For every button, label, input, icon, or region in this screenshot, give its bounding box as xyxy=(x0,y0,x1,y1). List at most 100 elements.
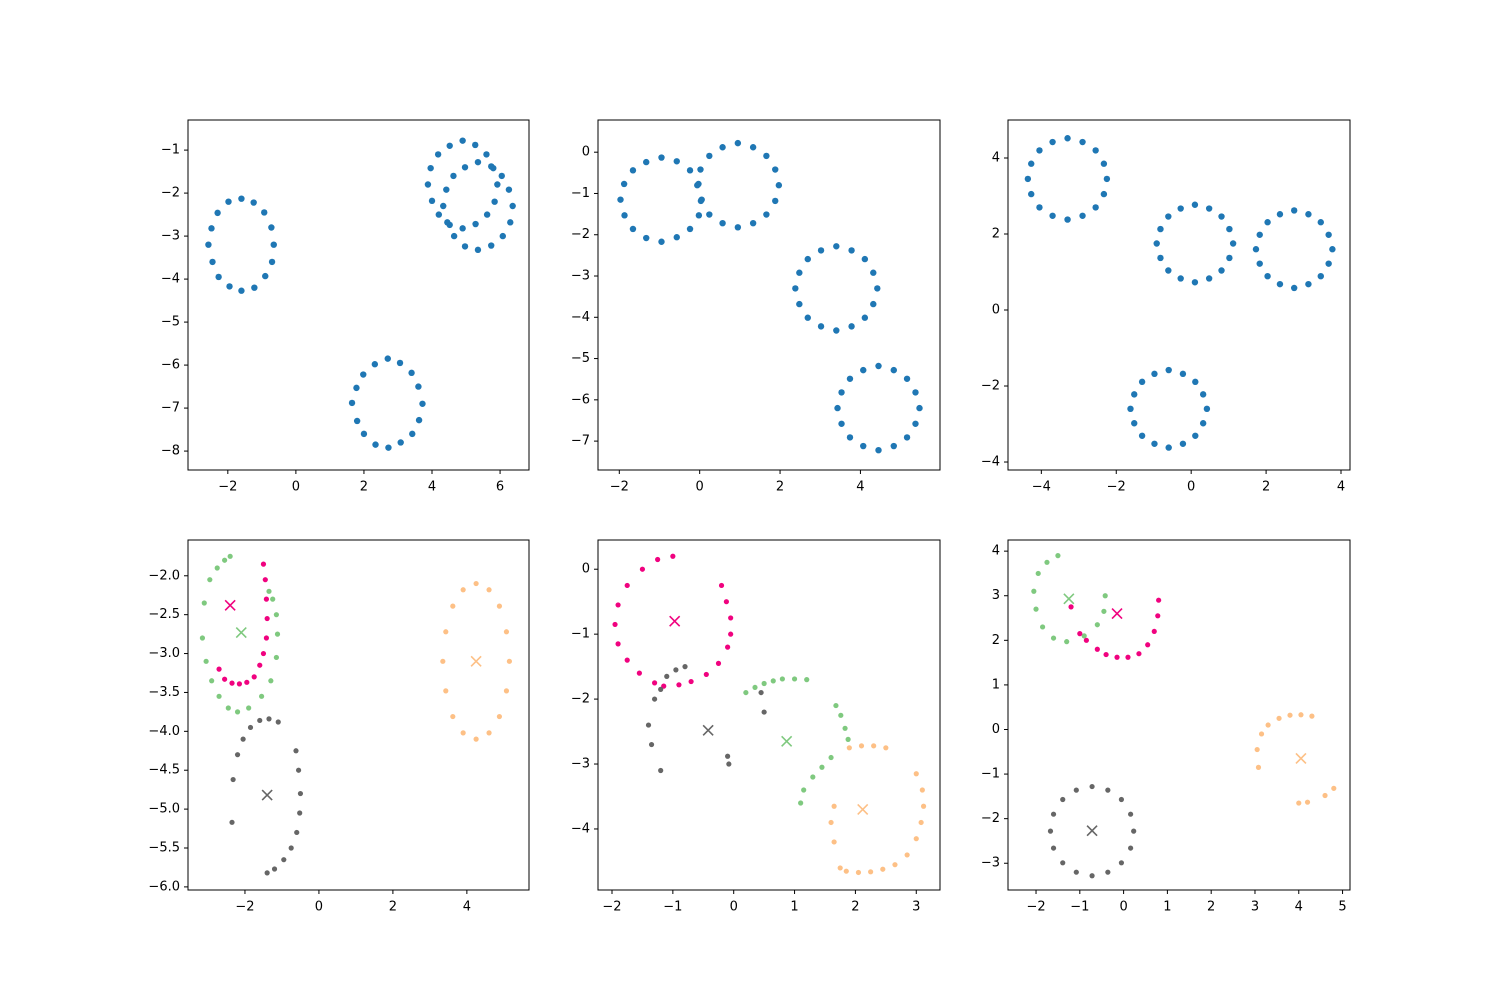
point xyxy=(658,238,665,245)
point xyxy=(274,631,281,637)
point xyxy=(1153,240,1160,247)
point xyxy=(1290,207,1298,214)
point xyxy=(473,736,479,742)
centroid-marker xyxy=(261,789,273,801)
point xyxy=(734,139,742,147)
point xyxy=(643,234,650,242)
point xyxy=(473,580,479,587)
point xyxy=(244,679,250,685)
point xyxy=(1305,280,1312,288)
point xyxy=(871,743,877,749)
point xyxy=(1218,213,1225,220)
point xyxy=(271,866,278,872)
point xyxy=(266,588,272,594)
y-tick-label: 4 xyxy=(992,544,1000,559)
point xyxy=(371,361,379,368)
point xyxy=(461,243,469,250)
point xyxy=(918,819,924,826)
point xyxy=(427,164,434,172)
point xyxy=(1151,440,1158,447)
point xyxy=(258,693,265,699)
x-tick-label: 2 xyxy=(360,480,368,495)
y-tick-label: −5 xyxy=(571,351,590,366)
y-tick-label: −7 xyxy=(571,434,590,449)
point xyxy=(409,430,416,438)
point xyxy=(838,712,844,718)
point xyxy=(1138,432,1146,439)
point xyxy=(263,635,270,641)
point xyxy=(1035,570,1041,577)
x-tick-label: 3 xyxy=(912,900,920,915)
point xyxy=(435,211,443,218)
point xyxy=(505,186,513,193)
point xyxy=(201,600,207,606)
point xyxy=(1199,420,1207,427)
x-tick-label: 4 xyxy=(463,900,471,915)
x-tick-label: 1 xyxy=(1163,900,1171,915)
point xyxy=(913,771,919,777)
point xyxy=(868,869,874,875)
y-tick-label: −3 xyxy=(981,856,1000,871)
y-tick-label: −2.0 xyxy=(148,568,180,583)
point xyxy=(1094,646,1100,652)
point xyxy=(1092,204,1099,211)
point xyxy=(1138,378,1146,386)
axes-frame xyxy=(597,119,941,471)
point xyxy=(645,722,652,728)
y-tick-label: −4 xyxy=(571,821,590,836)
point xyxy=(1322,792,1328,799)
point xyxy=(1136,651,1142,657)
point xyxy=(257,662,263,668)
point xyxy=(1050,635,1057,641)
point xyxy=(695,212,703,219)
point xyxy=(1226,254,1233,262)
point xyxy=(828,819,834,826)
point xyxy=(838,389,845,396)
point xyxy=(474,246,482,254)
point xyxy=(846,745,852,751)
point xyxy=(846,434,854,441)
point xyxy=(209,258,216,266)
y-tick-label: −3.0 xyxy=(148,646,180,661)
point xyxy=(268,678,274,684)
point xyxy=(837,865,843,871)
point xyxy=(483,151,490,158)
point xyxy=(1060,796,1066,803)
point xyxy=(1229,240,1237,247)
point xyxy=(1118,796,1125,803)
point xyxy=(743,689,749,696)
point xyxy=(1192,378,1199,386)
point xyxy=(1060,860,1066,866)
x-tick-label: 4 xyxy=(1337,480,1345,495)
point xyxy=(1089,783,1095,790)
point xyxy=(792,285,799,292)
x-tick-label: 0 xyxy=(292,480,300,495)
point xyxy=(912,420,919,427)
point xyxy=(858,743,865,749)
point xyxy=(1252,246,1260,253)
y-tick-label: −3.5 xyxy=(148,685,180,700)
point xyxy=(226,283,233,290)
point xyxy=(658,686,664,692)
point xyxy=(419,400,426,407)
point xyxy=(1105,787,1111,793)
point xyxy=(723,599,730,605)
point xyxy=(483,211,491,218)
point xyxy=(661,683,667,689)
point xyxy=(260,561,267,567)
point xyxy=(834,404,841,412)
point xyxy=(651,680,658,686)
point xyxy=(216,666,222,672)
point xyxy=(486,730,492,736)
x-tick-label: 0 xyxy=(1187,480,1195,495)
point xyxy=(848,323,855,330)
point xyxy=(1304,799,1311,805)
point xyxy=(758,689,764,696)
point xyxy=(798,800,804,806)
point xyxy=(1276,280,1284,288)
point xyxy=(861,314,869,321)
point xyxy=(1151,370,1158,378)
point xyxy=(372,441,379,448)
point xyxy=(686,225,694,233)
